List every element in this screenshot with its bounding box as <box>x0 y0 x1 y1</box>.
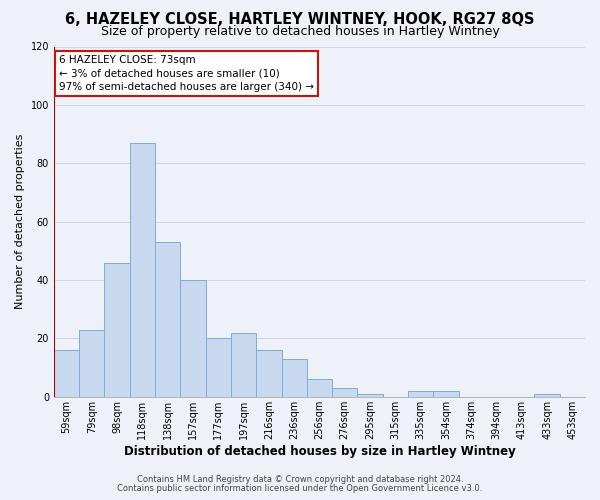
Text: Size of property relative to detached houses in Hartley Wintney: Size of property relative to detached ho… <box>101 25 499 38</box>
Bar <box>256 350 281 397</box>
Text: 6 HAZELEY CLOSE: 73sqm
← 3% of detached houses are smaller (10)
97% of semi-deta: 6 HAZELEY CLOSE: 73sqm ← 3% of detached … <box>59 56 314 92</box>
Text: 6, HAZELEY CLOSE, HARTLEY WINTNEY, HOOK, RG27 8QS: 6, HAZELEY CLOSE, HARTLEY WINTNEY, HOOK,… <box>65 12 535 28</box>
Bar <box>358 394 383 397</box>
Bar <box>307 380 332 397</box>
Bar <box>535 394 560 397</box>
Bar <box>79 330 104 397</box>
Bar <box>206 338 231 397</box>
Text: Contains HM Land Registry data © Crown copyright and database right 2024.: Contains HM Land Registry data © Crown c… <box>137 475 463 484</box>
Bar <box>332 388 358 397</box>
Bar <box>231 332 256 397</box>
Bar <box>181 280 206 397</box>
Text: Contains public sector information licensed under the Open Government Licence v3: Contains public sector information licen… <box>118 484 482 493</box>
Bar <box>155 242 181 397</box>
Bar <box>54 350 79 397</box>
Y-axis label: Number of detached properties: Number of detached properties <box>15 134 25 310</box>
Bar <box>281 359 307 397</box>
X-axis label: Distribution of detached houses by size in Hartley Wintney: Distribution of detached houses by size … <box>124 444 515 458</box>
Bar <box>433 391 458 397</box>
Bar <box>104 262 130 397</box>
Bar <box>408 391 433 397</box>
Bar <box>130 143 155 397</box>
